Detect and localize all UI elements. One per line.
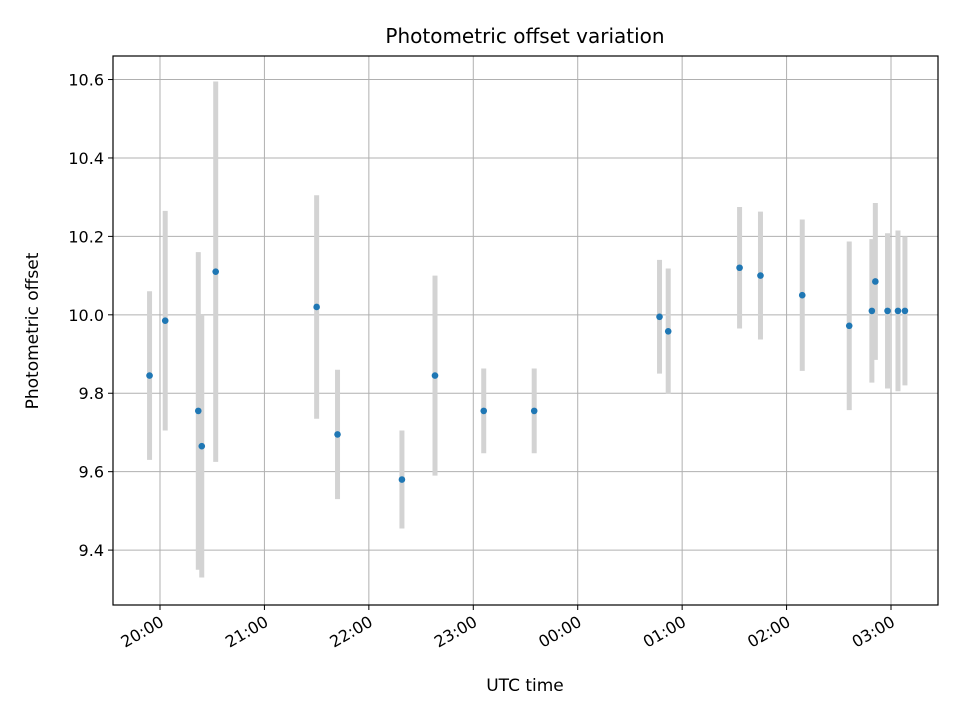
data-point <box>198 442 206 450</box>
x-tick-label: 02:00 <box>744 612 793 652</box>
x-tick-label: 20:00 <box>118 612 167 652</box>
data-point <box>161 317 169 324</box>
data-point <box>480 407 488 415</box>
x-axis-label: UTC time <box>486 676 564 696</box>
data-point <box>736 264 743 272</box>
data-point <box>868 307 876 315</box>
data-point <box>798 291 806 299</box>
x-axis-ticks: 20:00 21:00 22:00 23:00 00:00 01:00 02:00 03:00 <box>118 605 898 652</box>
y-tick-label: 10.0 <box>68 306 104 325</box>
data-point <box>313 303 320 311</box>
data-point <box>194 407 202 415</box>
data-points <box>146 264 909 483</box>
x-tick-label: 23:00 <box>431 612 480 652</box>
data-point <box>901 307 909 315</box>
y-axis-label: Photometric offset <box>23 252 43 409</box>
x-tick-label: 03:00 <box>849 612 898 652</box>
x-tick-label: 22:00 <box>326 612 375 652</box>
error-bars <box>147 81 908 578</box>
grid <box>113 56 938 605</box>
x-tick-label: 21:00 <box>222 612 271 652</box>
data-point <box>656 313 663 321</box>
data-point <box>212 268 219 275</box>
data-point <box>757 272 764 279</box>
data-point <box>431 372 439 379</box>
data-point <box>845 322 853 330</box>
data-point <box>884 307 891 315</box>
data-point <box>398 476 406 483</box>
data-point <box>334 431 341 438</box>
y-tick-label: 10.2 <box>68 227 104 246</box>
data-point <box>664 327 672 335</box>
y-tick-label: 9.4 <box>79 541 104 560</box>
data-point <box>872 278 879 285</box>
data-point <box>146 372 153 379</box>
x-tick-label: 01:00 <box>640 612 689 652</box>
plot-frame <box>112 55 939 606</box>
y-tick-label: 10.6 <box>68 71 104 90</box>
y-tick-label: 9.6 <box>79 463 104 482</box>
y-tick-label: 9.8 <box>79 384 104 403</box>
y-tick-label: 10.4 <box>68 149 104 168</box>
data-point <box>530 407 538 415</box>
y-axis-ticks: 9.4 9.6 9.8 10.0 10.2 10.4 10.6 <box>68 71 113 560</box>
data-point <box>894 307 902 315</box>
chart-title: Photometric offset variation <box>385 24 664 48</box>
x-tick-label: 00:00 <box>535 612 584 652</box>
